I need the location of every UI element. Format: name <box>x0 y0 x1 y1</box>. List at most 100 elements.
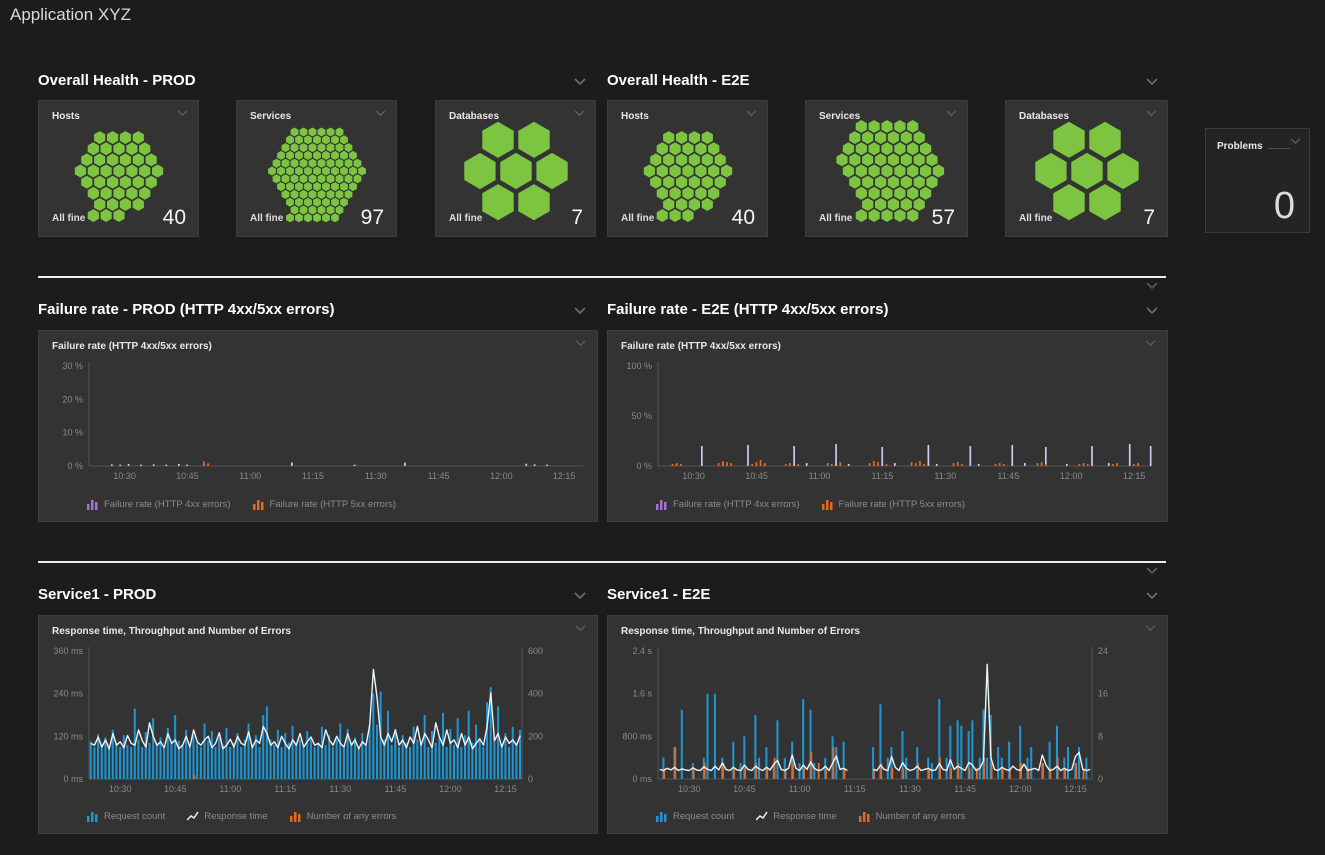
health-tile-databases-prod[interactable]: Databases All fine 7 <box>435 100 596 237</box>
divider-chevron-down-icon[interactable] <box>1146 282 1158 290</box>
tile-menu-chevron-down-icon[interactable] <box>375 110 387 118</box>
svg-text:10:30: 10:30 <box>113 471 136 481</box>
svg-text:0: 0 <box>1098 774 1103 784</box>
health-count: 57 <box>931 206 955 229</box>
legend-item[interactable]: Failure rate (HTTP 4xx errors) <box>87 499 231 510</box>
chart-tile-failure-e2e[interactable]: Failure rate (HTTP 4xx/5xx errors) 0 % 50… <box>607 330 1168 522</box>
bar-series-icon <box>252 500 264 510</box>
health-honeycomb <box>267 127 366 223</box>
tile-title: Services <box>819 111 861 122</box>
chart-title: Response time, Throughput and Number of … <box>621 626 860 637</box>
svg-text:50 %: 50 % <box>631 411 652 421</box>
tile-menu-chevron-down-icon[interactable] <box>574 110 586 118</box>
legend-item[interactable]: Response time <box>756 811 837 822</box>
chart-tile-service-prod[interactable]: Response time, Throughput and Number of … <box>38 615 598 834</box>
tile-title: Databases <box>449 111 500 122</box>
tile-menu-chevron-down-icon[interactable] <box>575 340 587 348</box>
section-title-service-e2e: Service1 - E2E <box>607 586 711 603</box>
health-count: 97 <box>360 206 384 229</box>
svg-text:240 ms: 240 ms <box>53 689 83 699</box>
legend-item[interactable]: Response time <box>187 811 268 822</box>
legend-item[interactable]: Failure rate (HTTP 4xx errors) <box>656 499 800 510</box>
section-service-prod-chevron-down-icon[interactable] <box>574 592 586 600</box>
svg-text:360 ms: 360 ms <box>53 646 83 656</box>
svg-text:11:30: 11:30 <box>899 784 921 794</box>
health-tile-services-e2e[interactable]: Services All fine 57 <box>805 100 968 237</box>
tile-menu-chevron-down-icon[interactable] <box>575 625 587 633</box>
svg-text:0: 0 <box>528 774 533 784</box>
svg-text:10:30: 10:30 <box>682 471 705 481</box>
section-failure-prod-chevron-down-icon[interactable] <box>574 307 586 315</box>
health-honeycomb <box>74 131 163 222</box>
svg-text:10:45: 10:45 <box>745 471 768 481</box>
health-tile-hosts-e2e[interactable]: Hosts All fine 40 <box>607 100 768 237</box>
legend-item[interactable]: Number of any errors <box>858 811 965 822</box>
line-series-icon <box>756 811 768 821</box>
tile-menu-chevron-down-icon[interactable] <box>1290 138 1302 146</box>
svg-text:12:00: 12:00 <box>490 471 513 481</box>
tile-title: Services <box>250 111 292 122</box>
section-divider <box>38 276 1166 278</box>
section-title-health-prod: Overall Health - PROD <box>38 72 196 89</box>
legend-label: Failure rate (HTTP 4xx errors) <box>673 499 800 510</box>
health-status-label: All fine <box>621 213 655 224</box>
problems-count: 0 <box>1273 185 1295 227</box>
page-title: Application XYZ <box>10 5 131 24</box>
svg-text:100 %: 100 % <box>626 361 652 371</box>
section-title-failure-prod: Failure rate - PROD (HTTP 4xx/5xx errors… <box>38 301 335 318</box>
legend-item[interactable]: Request count <box>656 811 734 822</box>
svg-text:11:45: 11:45 <box>997 471 1019 481</box>
bar-series-icon <box>656 812 667 822</box>
tile-title: Databases <box>1019 111 1070 122</box>
tile-menu-chevron-down-icon[interactable] <box>946 110 958 118</box>
svg-text:0 %: 0 % <box>636 461 652 471</box>
section-health-prod-chevron-down-icon[interactable] <box>574 78 586 86</box>
legend-item[interactable]: Failure rate (HTTP 5xx errors) <box>821 499 965 510</box>
tile-menu-chevron-down-icon[interactable] <box>1146 110 1158 118</box>
svg-text:20 %: 20 % <box>62 394 83 404</box>
legend-item[interactable]: Request count <box>87 811 165 822</box>
svg-text:11:45: 11:45 <box>384 784 406 794</box>
bar-series-icon <box>858 812 870 822</box>
divider-chevron-down-icon[interactable] <box>1146 567 1158 575</box>
svg-text:10 %: 10 % <box>62 428 83 438</box>
svg-text:11:15: 11:15 <box>302 471 324 481</box>
svg-text:11:00: 11:00 <box>239 471 261 481</box>
chart-tile-failure-prod[interactable]: Failure rate (HTTP 4xx/5xx errors) 0 % 10… <box>38 330 598 522</box>
svg-text:16: 16 <box>1098 689 1108 699</box>
failure-rate-chart: 0 % 50 % 100 % 10:30 10:45 11:00 11:15 11:30 11:… <box>626 361 1153 481</box>
section-title-health-e2e: Overall Health - E2E <box>607 72 750 89</box>
health-honeycomb <box>463 121 568 221</box>
tile-menu-chevron-down-icon[interactable] <box>1145 340 1157 348</box>
section-service-e2e-chevron-down-icon[interactable] <box>1146 592 1158 600</box>
legend-label: Failure rate (HTTP 5xx errors) <box>269 499 397 510</box>
health-tile-databases-e2e[interactable]: Databases All fine 7 <box>1005 100 1168 237</box>
chart-tile-service-e2e[interactable]: Response time, Throughput and Number of … <box>607 615 1168 834</box>
problems-label: Problems <box>1217 141 1263 152</box>
legend-item[interactable]: Number of any errors <box>289 811 396 822</box>
chart-legend: Request count Response time Number of any … <box>656 811 965 822</box>
legend-label: Response time <box>204 811 268 822</box>
svg-text:12:15: 12:15 <box>553 471 576 481</box>
line-series-icon <box>187 811 199 821</box>
svg-text:12:15: 12:15 <box>494 784 517 794</box>
section-title-service-prod: Service1 - PROD <box>38 586 157 603</box>
svg-text:12:15: 12:15 <box>1064 784 1087 794</box>
section-failure-e2e-chevron-down-icon[interactable] <box>1146 307 1158 315</box>
health-status-label: All fine <box>819 213 853 224</box>
bar-series-icon <box>821 500 833 510</box>
health-status-label: All fine <box>1019 213 1053 224</box>
tile-menu-chevron-down-icon[interactable] <box>177 110 189 118</box>
problems-tile[interactable]: Problems 0 <box>1205 128 1310 233</box>
bar-series-icon <box>87 500 98 510</box>
tile-menu-chevron-down-icon[interactable] <box>1145 625 1157 633</box>
service-metrics-chart: 0 ms 120 ms 240 ms 360 ms 0 200 400 600 10:30 10:… <box>53 646 543 794</box>
health-tile-hosts-prod[interactable]: Hosts All fine 40 <box>38 100 199 237</box>
health-tile-services-prod[interactable]: Services All fine 97 <box>236 100 397 237</box>
legend-item[interactable]: Failure rate (HTTP 5xx errors) <box>252 499 397 510</box>
section-health-e2e-chevron-down-icon[interactable] <box>1146 78 1158 86</box>
svg-text:12:00: 12:00 <box>1009 784 1032 794</box>
svg-text:11:00: 11:00 <box>789 784 811 794</box>
svg-text:0 ms: 0 ms <box>63 774 83 784</box>
tile-menu-chevron-down-icon[interactable] <box>746 110 758 118</box>
